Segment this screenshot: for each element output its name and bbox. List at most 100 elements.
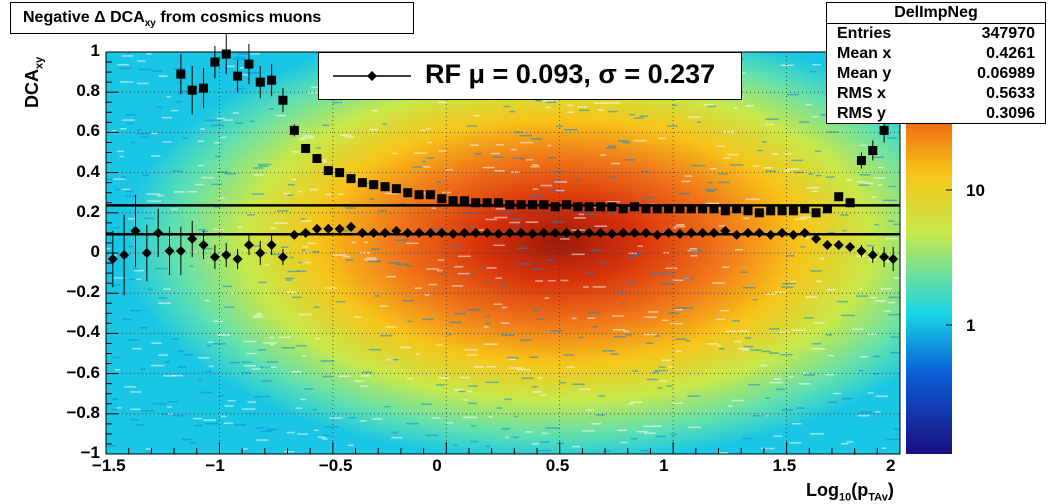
heatmap-bin [260, 430, 273, 433]
heatmap-bin [832, 392, 842, 395]
heatmap-bin [212, 320, 223, 322]
heatmap-bin [571, 445, 581, 448]
heatmap-bin [119, 155, 124, 158]
heatmap-bin [665, 267, 678, 270]
data-point-diamond [686, 227, 697, 238]
legend-label: RF μ = 0.093, σ = 0.237 [425, 59, 716, 89]
heatmap-bin [623, 209, 636, 211]
heatmap-bin [707, 105, 716, 108]
x-tick-label: 0.5 [545, 456, 570, 475]
heatmap-bin [828, 401, 838, 404]
heatmap-bin [711, 282, 725, 284]
heatmap-bin [525, 221, 539, 223]
heatmap-bin [292, 151, 299, 153]
heatmap-bin [532, 164, 539, 166]
heatmap-bin [115, 188, 120, 191]
heatmap-bin [243, 365, 256, 367]
heatmap-bin [715, 318, 725, 321]
heatmap-bin [486, 365, 497, 368]
heatmap-bin [789, 442, 802, 444]
heatmap-bin [288, 184, 295, 186]
data-point-diamond [561, 227, 572, 238]
heatmap-bin [594, 225, 608, 227]
heatmap-bin [495, 144, 505, 146]
heatmap-bin [877, 184, 883, 186]
data-point-diamond [504, 227, 515, 238]
heatmap-texture [106, 52, 900, 454]
y-tick-label: −0.6 [66, 362, 100, 382]
heatmap-bin [811, 348, 826, 350]
heatmap-bin [146, 53, 152, 55]
heatmap-bin [661, 359, 671, 361]
heatmap-bin [566, 104, 574, 107]
heatmap-bin [575, 179, 581, 181]
heatmap-bin [245, 72, 260, 74]
heatmap-bin [495, 277, 502, 279]
heatmap-bin [858, 369, 864, 372]
heatmap-bin [768, 328, 780, 330]
heatmap-bin [883, 123, 890, 125]
heatmap-bin [675, 308, 683, 311]
heatmap-bin [121, 188, 131, 191]
data-point-diamond [232, 254, 243, 265]
heatmap-bin [235, 87, 245, 90]
heatmap-bin [763, 167, 774, 169]
heatmap-bin [158, 297, 167, 299]
heatmap-bin [325, 193, 331, 196]
data-point-square [573, 202, 583, 212]
heatmap-bin [238, 53, 253, 55]
stats-value: 0.3096 [986, 105, 1035, 122]
heatmap-bin [649, 273, 663, 275]
heatmap-bin [468, 402, 477, 405]
heatmap-bin [406, 377, 413, 380]
heatmap-bin [500, 322, 510, 324]
heatmap-bin [690, 249, 704, 252]
data-point-diamond [584, 227, 595, 238]
heatmap-bin [858, 288, 863, 290]
heatmap-bin [458, 390, 466, 393]
heatmap-bin [197, 228, 206, 231]
heatmap-bin [809, 70, 816, 73]
heatmap-bin [478, 229, 485, 231]
data-point-square [278, 95, 288, 105]
heatmap-bin [248, 53, 260, 55]
heatmap-bin [364, 241, 369, 244]
heatmap-bin [859, 144, 867, 147]
heatmap-bin [271, 253, 283, 256]
heatmap-bin [395, 263, 409, 266]
heatmap-bin [301, 249, 306, 252]
heatmap-bin [721, 131, 735, 133]
heatmap-bin [493, 303, 503, 305]
heatmap-bin [127, 339, 139, 341]
data-point-square [686, 204, 696, 214]
heatmap-bin [281, 347, 295, 349]
heatmap-bin [111, 408, 117, 411]
x-tick-label: 1.5 [772, 456, 797, 475]
data-point-square [856, 156, 866, 166]
data-point-square [301, 143, 311, 153]
heatmap-bin [106, 178, 115, 181]
heatmap-bin [500, 211, 515, 213]
heatmap-bin [243, 340, 257, 343]
heatmap-bin [484, 315, 491, 318]
heatmap-bin [625, 159, 636, 161]
heatmap-bin [860, 355, 868, 358]
heatmap-bin [629, 113, 635, 116]
plot-title: Negative Δ DCAxy from cosmics muons [10, 2, 414, 34]
heatmap-bin [246, 352, 257, 355]
data-point-diamond [164, 245, 175, 256]
data-point-diamond [799, 227, 810, 238]
heatmap-bin [435, 384, 445, 386]
heatmap-bin [391, 436, 403, 439]
heatmap-bin [191, 251, 198, 254]
heatmap-bin [509, 110, 516, 113]
data-point-square [652, 204, 662, 214]
heatmap-bin [193, 424, 203, 427]
data-point-square [335, 168, 345, 178]
heatmap-bin [151, 155, 161, 157]
heatmap-bin [251, 193, 264, 195]
heatmap-bin [890, 351, 900, 354]
heatmap-bin [867, 258, 876, 261]
heatmap-bin [420, 129, 426, 132]
heatmap-bin [205, 422, 219, 425]
